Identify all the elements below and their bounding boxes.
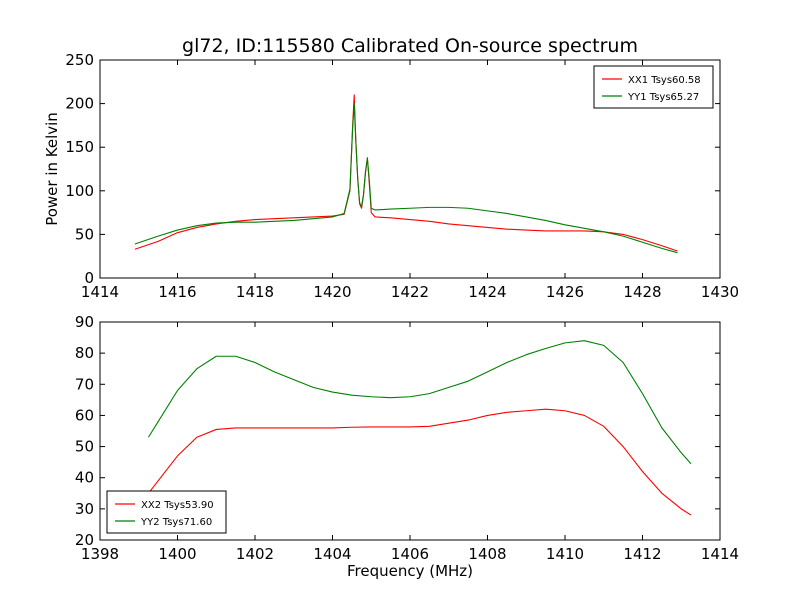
top-plot-legend-label: YY1 Tsys65.27 [627,92,699,103]
top-plot-x-tick-label: 1414 [81,283,119,301]
bottom-plot-y-tick-label: 60 [75,406,94,424]
bottom-plot-x-tick-label: 1414 [701,545,739,563]
bottom-plot-series-line-2 [147,340,692,465]
chart-title: gl72, ID:115580 Calibrated On-source spe… [182,35,638,57]
bottom-plot-y-tick-label: 40 [75,469,94,487]
bottom-plot-legend-label: XX2 Tsys53.90 [141,500,214,511]
bottom-plot-y-tick-label: 70 [75,375,94,393]
top-plot-x-tick-label: 1426 [546,283,584,301]
top-plot-x-tick-label: 1424 [468,283,506,301]
bottom-plot-x-tick-label: 1398 [81,545,119,563]
bottom-plot-x-axis-label: Frequency (MHz) [347,562,473,580]
bottom-plot-x-tick-label: 1402 [236,545,274,563]
bottom-plot-legend-label: YY2 Tsys71.60 [140,517,212,528]
bottom-plot-x-tick-label: 1400 [158,545,196,563]
top-plot-x-tick-label: 1422 [391,283,429,301]
top-plot-series-line-2 [134,103,678,254]
bottom-plot-y-tick-label: 90 [75,313,94,331]
top-plot-y-tick-label: 150 [65,138,94,156]
bottom-plot-series-line-1 [148,408,692,516]
top-plot-legend-box [593,65,714,109]
top-plot-x-tick-label: 1430 [701,283,739,301]
top-plot-y-axis-label: Power in Kelvin [43,112,61,226]
bottom-plot-x-tick-label: 1412 [623,545,661,563]
top-plot-y-tick-label: 0 [84,269,94,287]
bottom-plot-legend-box [106,490,227,534]
top-plot-y-tick-label: 50 [75,225,94,243]
top-plot-x-tick-label: 1416 [158,283,196,301]
top-plot-legend: XX1 Tsys60.58 YY1 Tsys65.27 [593,65,714,109]
bottom-plot-x-tick-label: 1404 [313,545,351,563]
top-plot-y-tick-label: 250 [65,51,94,69]
bottom-plot-y-tick-label: 20 [75,531,94,549]
bottom-plot-y-tick-label: 50 [75,438,94,456]
top-plot: 1414 1416 1418 1420 1422 1424 1426 1428 1430 0 50 1… [65,51,739,301]
bottom-plot: 1398 1400 1402 1404 1406 1408 1410 1412 1414 20 30… [75,313,739,563]
top-plot-y-tick-label: 100 [65,182,94,200]
bottom-plot-x-tick-label: 1410 [546,545,584,563]
bottom-plot-legend: XX2 Tsys53.90 YY2 Tsys71.60 [106,490,227,534]
bottom-plot-x-tick-label: 1408 [468,545,506,563]
bottom-plot-y-tick-label: 80 [75,344,94,362]
bottom-plot-y-tick-label: 30 [75,500,94,518]
top-plot-x-tick-label: 1420 [313,283,351,301]
top-plot-y-tick-label: 200 [65,95,94,113]
bottom-plot-x-tick-label: 1406 [391,545,429,563]
top-plot-x-tick-label: 1428 [623,283,661,301]
top-plot-legend-label: XX1 Tsys60.58 [628,75,701,86]
top-plot-x-tick-label: 1418 [236,283,274,301]
